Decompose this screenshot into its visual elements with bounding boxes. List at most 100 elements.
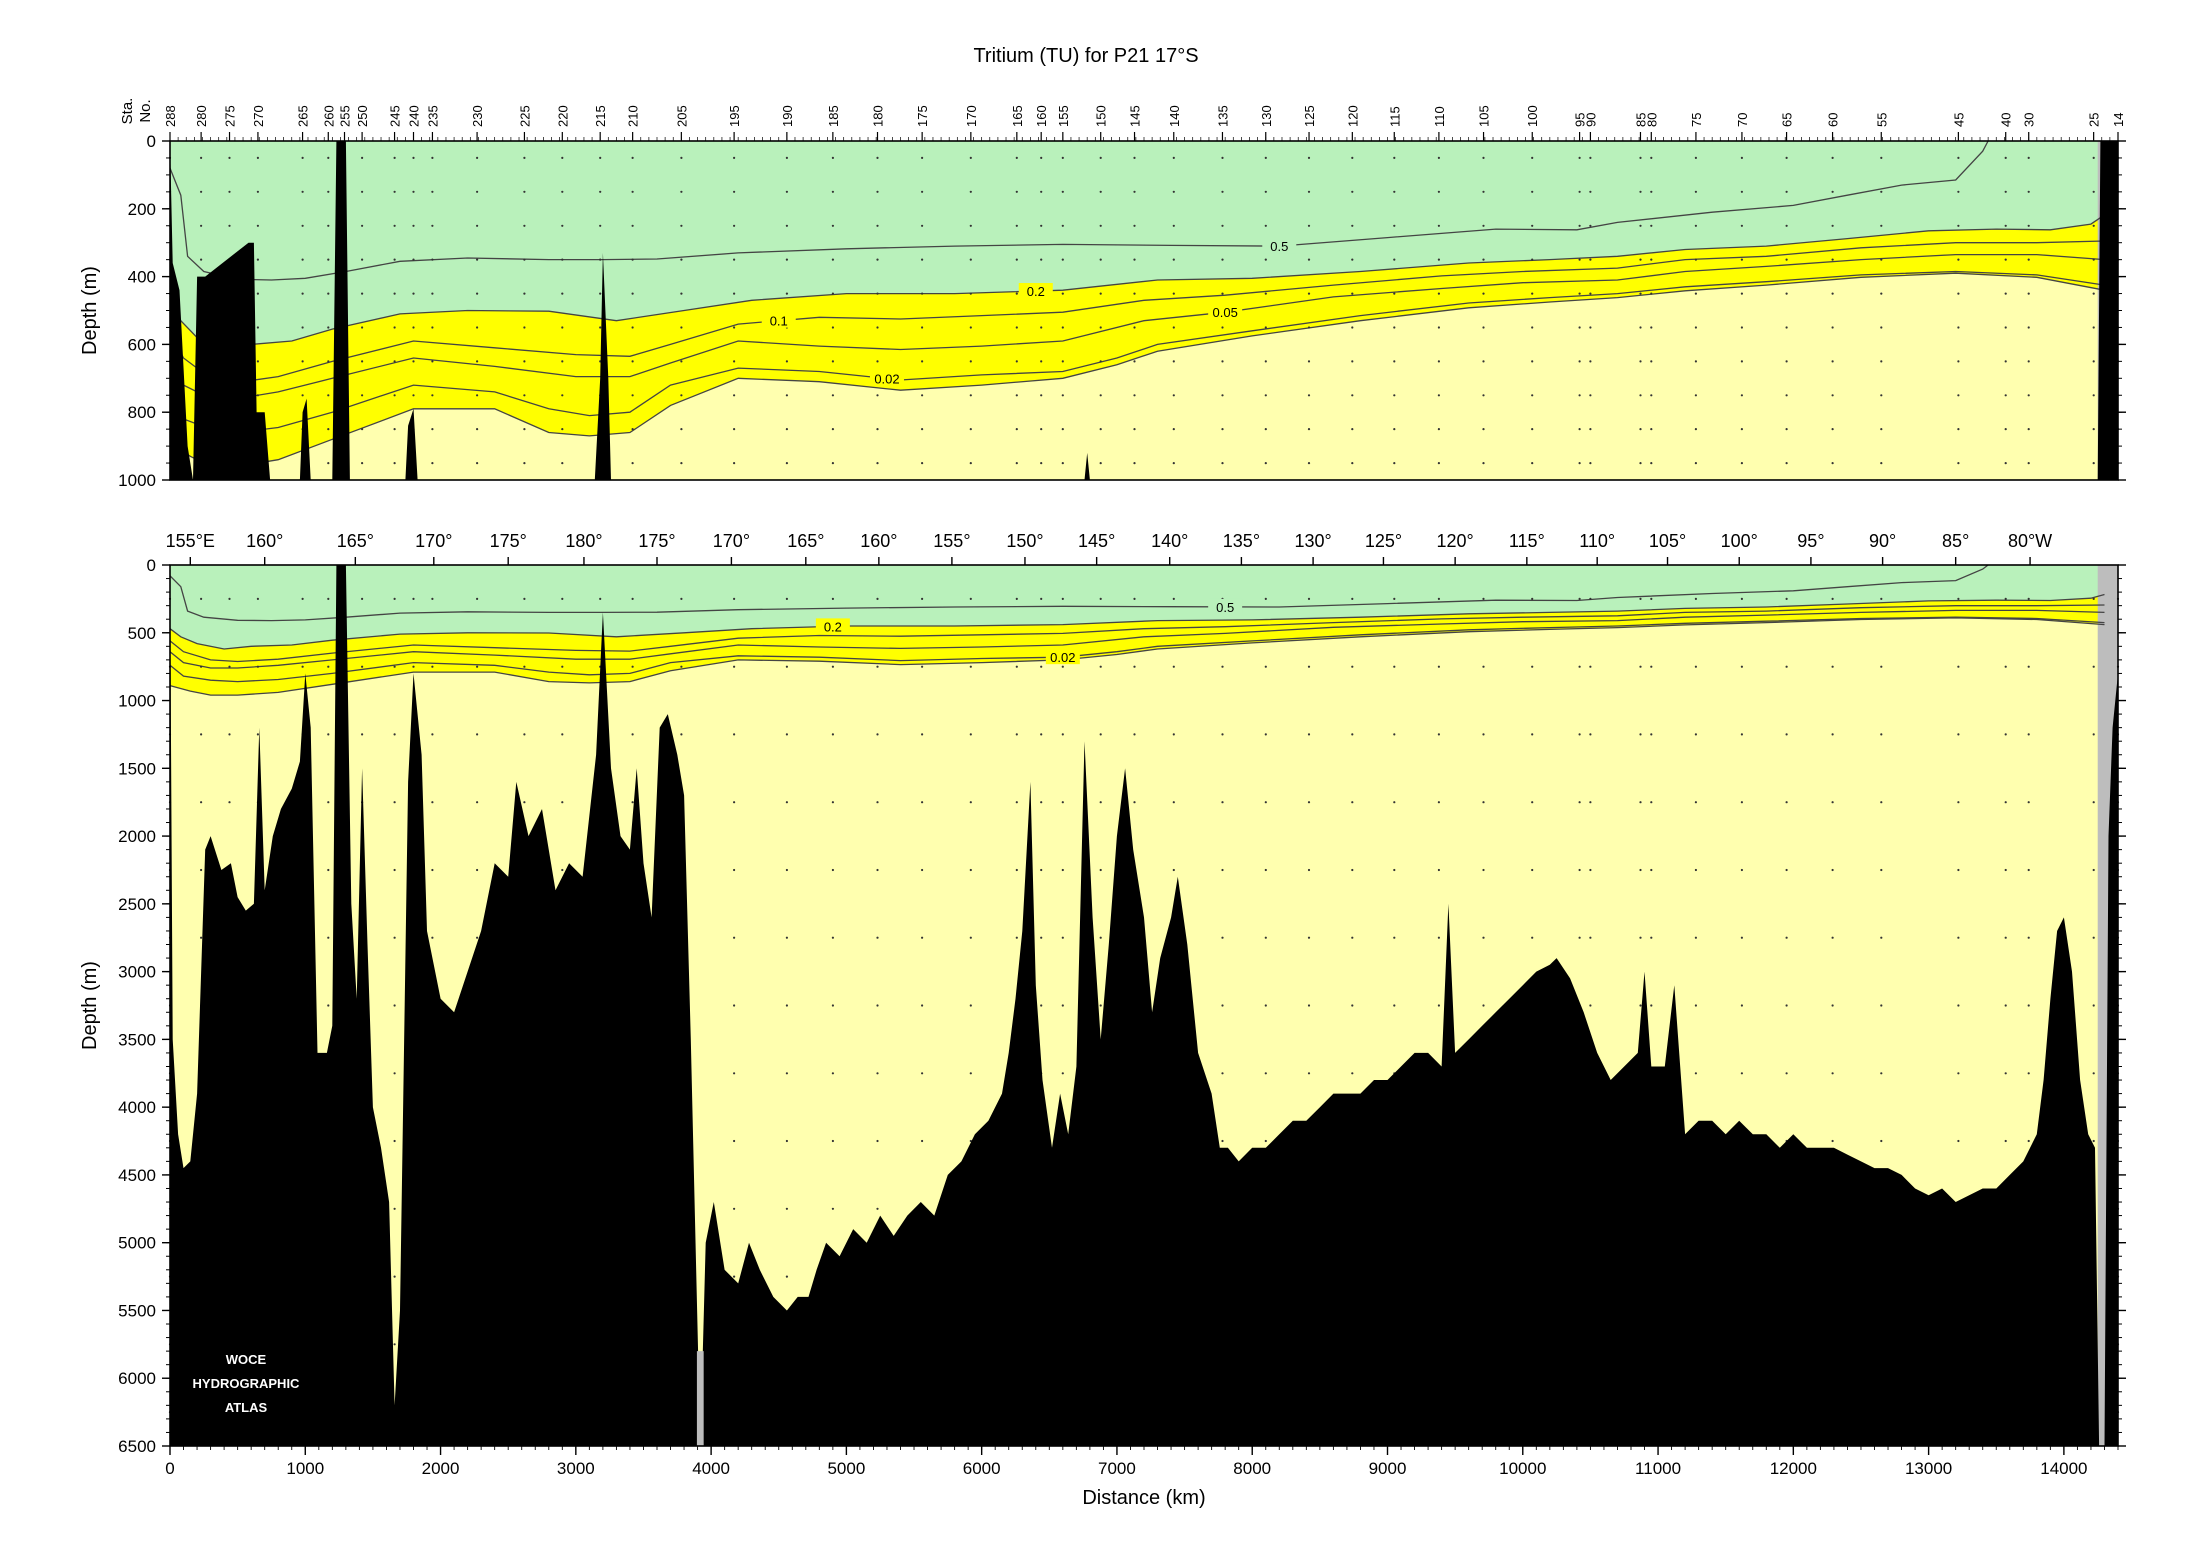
sample-dot: [1264, 190, 1267, 193]
sample-dot: [599, 597, 602, 601]
sample-dot: [1578, 597, 1581, 601]
sample-dot: [876, 801, 879, 804]
sample-dot: [733, 428, 736, 431]
sample-dot: [200, 936, 203, 939]
sample-dot: [301, 258, 304, 261]
sample-dot: [785, 224, 789, 227]
sample-dot: [1437, 868, 1440, 872]
sample-dot: [1221, 326, 1224, 329]
sample-dot: [256, 394, 259, 397]
contour-label: 0.2: [1027, 284, 1045, 299]
sample-dot: [733, 156, 736, 159]
sample-dot: [2004, 156, 2007, 159]
sample-dot: [1061, 462, 1064, 465]
sample-dot: [2092, 1072, 2095, 1075]
sample-dot: [1589, 360, 1592, 363]
sample-dot: [1831, 597, 1834, 601]
sample-dot: [1133, 258, 1136, 261]
sample-dot: [1221, 190, 1224, 193]
sample-dot: [523, 665, 526, 668]
sample-dot: [969, 258, 972, 261]
sample-dot: [1099, 190, 1102, 193]
sample-dot: [1880, 1139, 1883, 1143]
sample-dot: [1133, 665, 1136, 668]
sample-dot: [1061, 394, 1064, 397]
sample-dot: [1831, 292, 1834, 295]
sample-dot: [831, 360, 835, 363]
sample-dot: [1831, 428, 1834, 431]
sample-dot: [327, 258, 330, 261]
sample-dot: [1393, 868, 1396, 872]
sample-dot: [1307, 292, 1311, 295]
sample-dot: [1957, 156, 1960, 159]
station-label: 190: [780, 105, 795, 127]
contour-label: 0.05: [1213, 305, 1238, 320]
sample-dot: [412, 597, 415, 601]
sample-dot: [1351, 868, 1354, 872]
sample-dot: [476, 462, 479, 465]
sample-dot: [1393, 597, 1396, 601]
contour-label-bg: [1018, 283, 1053, 299]
sample-dot: [1221, 428, 1224, 431]
sample-dot: [1351, 1004, 1354, 1007]
sample-dot: [1578, 428, 1581, 431]
sample-dot: [921, 190, 924, 193]
sample-dot: [1957, 292, 1960, 295]
sample-dot: [1831, 665, 1834, 668]
contour-line-3: [169, 609, 2105, 669]
sample-dot: [733, 258, 736, 261]
sample-dot: [831, 1004, 835, 1007]
sample-dot: [1589, 428, 1592, 431]
sample-dot: [1531, 428, 1534, 431]
sample-dot: [523, 360, 526, 363]
sample-dot: [476, 428, 479, 431]
sample-dot: [631, 801, 634, 804]
sample-dot: [393, 733, 396, 736]
sample-dot: [1172, 292, 1175, 295]
sample-dot: [361, 462, 364, 465]
sample-dot: [1639, 936, 1642, 939]
contour-label-bg: [1208, 598, 1243, 614]
sample-dot: [327, 360, 330, 363]
sample-dot: [561, 190, 564, 193]
sample-dot: [1482, 597, 1485, 601]
sample-dot: [969, 1004, 972, 1007]
sample-dot: [876, 665, 879, 668]
sample-dot: [1264, 360, 1267, 363]
sample-dot: [1264, 868, 1267, 872]
contour-line-4: [169, 616, 2105, 683]
sample-dot: [431, 224, 434, 227]
sample-dot: [969, 665, 972, 668]
sample-dot: [1172, 258, 1175, 261]
sample-dot: [1831, 394, 1834, 397]
sample-dot: [1694, 224, 1697, 227]
sample-dot: [1307, 258, 1311, 261]
sample-dot: [561, 801, 564, 804]
sample-dot: [2004, 394, 2007, 397]
sample-dot: [1740, 733, 1743, 736]
sample-dot: [2004, 1139, 2007, 1143]
sample-dot: [1831, 156, 1834, 159]
sample-dot: [1957, 801, 1960, 804]
contour-label: 0.5: [1270, 239, 1288, 254]
y-tick-label: 4000: [118, 1098, 156, 1117]
sample-dot: [1578, 936, 1581, 939]
sample-dot: [1040, 936, 1043, 939]
sample-dot: [256, 156, 259, 159]
sample-dot: [476, 801, 479, 804]
sample-dot: [1531, 801, 1534, 804]
station-label: 185: [826, 105, 841, 127]
sample-dot: [1172, 733, 1175, 736]
sample-dot: [301, 597, 304, 601]
sample-dot: [1061, 1072, 1064, 1075]
sample-dot: [393, 462, 396, 465]
sample-dot: [1650, 462, 1653, 465]
sample-dot: [921, 597, 924, 601]
sample-dot: [1740, 326, 1743, 329]
sample-dot: [361, 190, 364, 193]
station-label: 230: [470, 105, 485, 127]
sample-dot: [327, 326, 330, 329]
sample-dot: [476, 597, 479, 601]
lon-tick-label: 140°: [1151, 531, 1188, 551]
sample-dot: [1437, 1004, 1440, 1007]
